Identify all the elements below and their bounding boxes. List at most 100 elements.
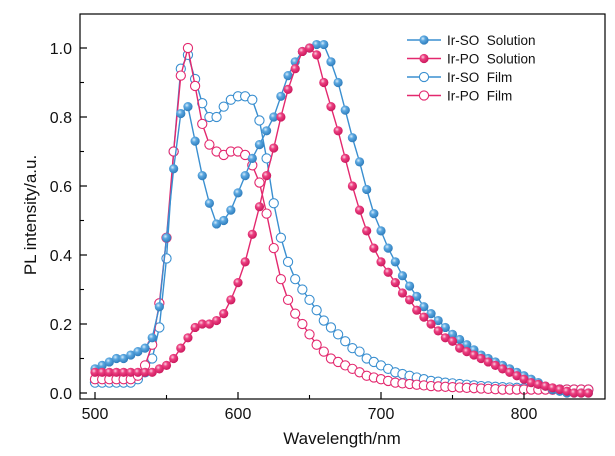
- legend-label: Ir-SO Film: [447, 70, 512, 85]
- data-point: [540, 381, 551, 391]
- data-point: [147, 333, 157, 343]
- data-point: [283, 71, 293, 81]
- x-tick-label: 700: [368, 406, 395, 423]
- data-point: [169, 353, 179, 364]
- data-point: [269, 112, 279, 122]
- data-point: [254, 202, 265, 212]
- data-point: [126, 350, 136, 360]
- data-point: [519, 374, 529, 384]
- data-point: [583, 388, 593, 398]
- data-point: [104, 357, 114, 367]
- data-point: [340, 105, 350, 115]
- data-point: [390, 257, 400, 267]
- data-point: [268, 198, 279, 209]
- legend-item: Ir-PO Film: [407, 89, 512, 104]
- data-point: [204, 139, 215, 150]
- data-point: [312, 39, 322, 50]
- series-ir-po-solution: [90, 43, 593, 398]
- x-tick-label: 600: [225, 406, 252, 423]
- data-point: [333, 126, 343, 136]
- data-point: [197, 171, 207, 181]
- legend-item: Ir-PO Solution: [407, 52, 536, 67]
- data-point: [297, 284, 308, 295]
- data-point: [340, 336, 351, 347]
- data-point: [476, 353, 486, 364]
- data-point: [426, 309, 436, 319]
- data-point: [240, 171, 250, 181]
- data-point: [247, 229, 257, 239]
- data-point: [318, 315, 329, 326]
- data-point: [161, 360, 172, 370]
- data-point: [219, 215, 229, 226]
- data-point: [297, 318, 308, 330]
- data-point: [282, 294, 294, 305]
- data-point: [412, 305, 422, 315]
- data-point: [247, 94, 258, 105]
- data-point: [211, 219, 222, 229]
- data-point: [397, 288, 408, 298]
- data-point: [133, 347, 143, 357]
- data-point: [211, 111, 222, 123]
- data-point: [189, 80, 201, 92]
- series-ir-so-solution: [90, 39, 593, 398]
- data-point: [526, 378, 536, 388]
- data-point: [183, 102, 193, 112]
- data-point: [318, 346, 329, 357]
- data-point: [376, 226, 386, 236]
- data-point: [204, 198, 214, 208]
- data-point: [254, 140, 265, 150]
- y-axis-title: PL intensity/a.u.: [21, 155, 40, 275]
- data-point: [505, 367, 515, 377]
- x-axis-title: Wavelength/nm: [283, 429, 400, 448]
- y-tick-label: 0.0: [50, 386, 72, 403]
- data-point: [283, 84, 293, 94]
- data-point: [190, 322, 200, 333]
- data-point: [247, 153, 257, 163]
- data-point: [405, 295, 415, 305]
- data-point: [226, 295, 236, 305]
- data-point: [412, 291, 422, 301]
- data-point: [175, 70, 186, 81]
- data-point: [354, 346, 365, 357]
- data-point: [455, 334, 465, 345]
- data-point: [290, 64, 300, 74]
- data-point: [261, 208, 272, 219]
- data-point: [304, 43, 315, 53]
- data-point: [268, 242, 279, 254]
- data-point: [369, 209, 379, 219]
- legend-label: Ir-SO Solution: [447, 33, 536, 48]
- data-point: [126, 367, 136, 377]
- data-point: [405, 281, 415, 291]
- data-point: [354, 205, 365, 215]
- data-point: [104, 367, 114, 377]
- data-point: [262, 171, 272, 181]
- data-point: [233, 278, 243, 288]
- data-point: [111, 353, 122, 364]
- data-point: [254, 115, 265, 126]
- data-point: [569, 388, 579, 398]
- data-point: [419, 302, 429, 312]
- data-point: [390, 278, 400, 288]
- series-layer: [89, 39, 594, 398]
- data-point: [347, 133, 357, 143]
- data-point: [161, 233, 172, 243]
- data-point: [276, 91, 286, 101]
- data-point: [312, 50, 322, 60]
- data-point: [262, 126, 272, 136]
- data-point: [269, 143, 279, 153]
- data-point: [97, 367, 107, 377]
- data-point: [290, 273, 301, 285]
- data-point: [383, 243, 393, 253]
- legend-label: Ir-PO Solution: [447, 52, 536, 67]
- data-point: [383, 267, 393, 277]
- data-point: [275, 273, 287, 285]
- data-point: [297, 46, 307, 57]
- data-point: [176, 108, 186, 119]
- data-point: [311, 339, 322, 350]
- data-point: [190, 136, 200, 146]
- data-point: [182, 42, 194, 54]
- data-point: [555, 384, 565, 395]
- data-point: [333, 77, 343, 88]
- data-point: [119, 367, 129, 377]
- data-point: [176, 343, 186, 353]
